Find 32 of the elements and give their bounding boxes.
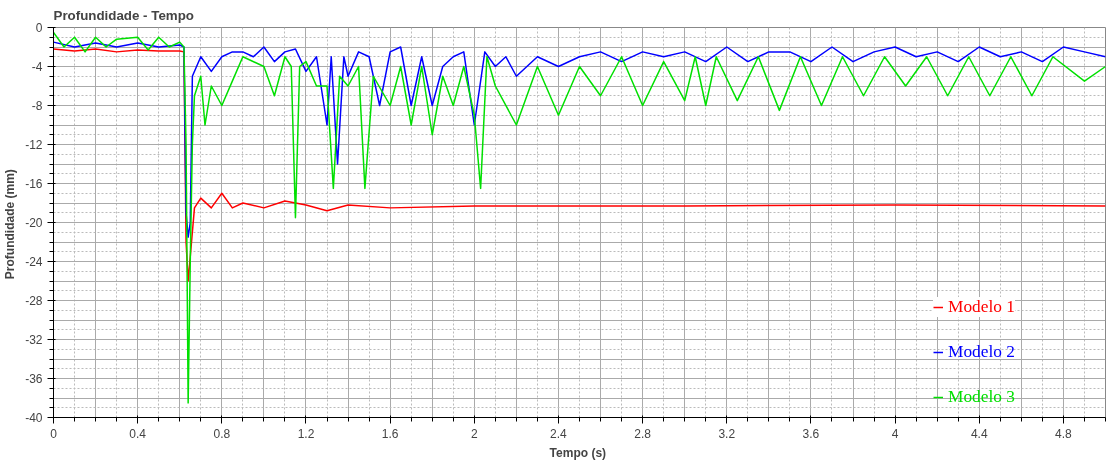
legend-label: Modelo 3 (948, 387, 1015, 407)
line-series (53, 41, 1106, 238)
y-tick-label: -20 (25, 216, 43, 230)
line-series (53, 31, 1106, 404)
y-tick-label: -16 (25, 177, 43, 191)
x-axis-title: Tempo (s) (549, 445, 607, 460)
x-tick-label: 0.4 (129, 426, 147, 441)
x-tick-label: 2.4 (550, 426, 568, 441)
chart-title: Profundidade - Tempo (53, 7, 194, 23)
y-tick-label: -36 (25, 372, 43, 386)
y-tick-label: -32 (25, 333, 43, 347)
x-tick-label: 3.6 (802, 426, 820, 441)
x-tick-label: 4.8 (1055, 426, 1073, 441)
x-tick-label: 4.4 (970, 426, 988, 441)
y-tick-label: 0 (35, 21, 43, 35)
y-tick-label: -24 (25, 255, 43, 269)
y-tick-label: -40 (25, 411, 43, 425)
x-tick-label: 1.2 (297, 426, 315, 441)
x-tick-label: 1.6 (381, 426, 399, 441)
x-tick-label: 3.2 (718, 426, 736, 441)
y-axis-title: Profundidade (mm) (3, 169, 18, 280)
y-tick-label: -8 (31, 99, 43, 113)
x-tick-label: 0.8 (213, 426, 231, 441)
y-tick-label: -28 (25, 294, 43, 308)
x-tick-label: 4 (891, 426, 899, 441)
x-tick-label: 2.8 (634, 426, 652, 441)
y-tick-label: -4 (31, 60, 43, 74)
x-tick-label: 0 (50, 426, 58, 441)
x-tick-label: 2 (470, 426, 478, 441)
legend-label: Modelo 1 (948, 297, 1015, 317)
y-tick-label: -12 (25, 138, 43, 152)
legend-label: Modelo 2 (948, 342, 1015, 362)
